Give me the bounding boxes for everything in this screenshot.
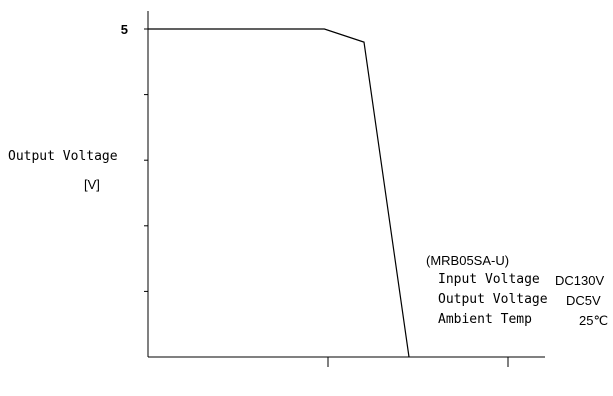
- series: [148, 28, 410, 358]
- y-tick-label: 5: [121, 22, 128, 37]
- model-label: (MRB05SA-U): [426, 253, 510, 268]
- note-row-input: Input Voltage DC130V: [426, 273, 604, 293]
- series-line-0: [148, 28, 410, 358]
- note-value: DC130V: [555, 273, 605, 288]
- axes: [147, 11, 545, 358]
- note-row-output: Output Voltage DC5V: [426, 293, 601, 313]
- y-axis-unit: [V]: [84, 177, 100, 192]
- condition-notes: (MRB05SA-U) Input Voltage DC130V Output …: [426, 253, 608, 333]
- note-value: DC5V: [566, 293, 601, 308]
- note-label: Input Voltage: [438, 272, 540, 287]
- note-value: 25℃: [579, 313, 609, 328]
- y-axis-label: Output Voltage: [8, 149, 118, 164]
- ticks: 5: [121, 22, 509, 367]
- note-label: Output Voltage: [438, 292, 548, 307]
- note-label: Ambient Temp: [438, 312, 532, 327]
- note-row-ambient: Ambient Temp 25℃: [426, 313, 608, 333]
